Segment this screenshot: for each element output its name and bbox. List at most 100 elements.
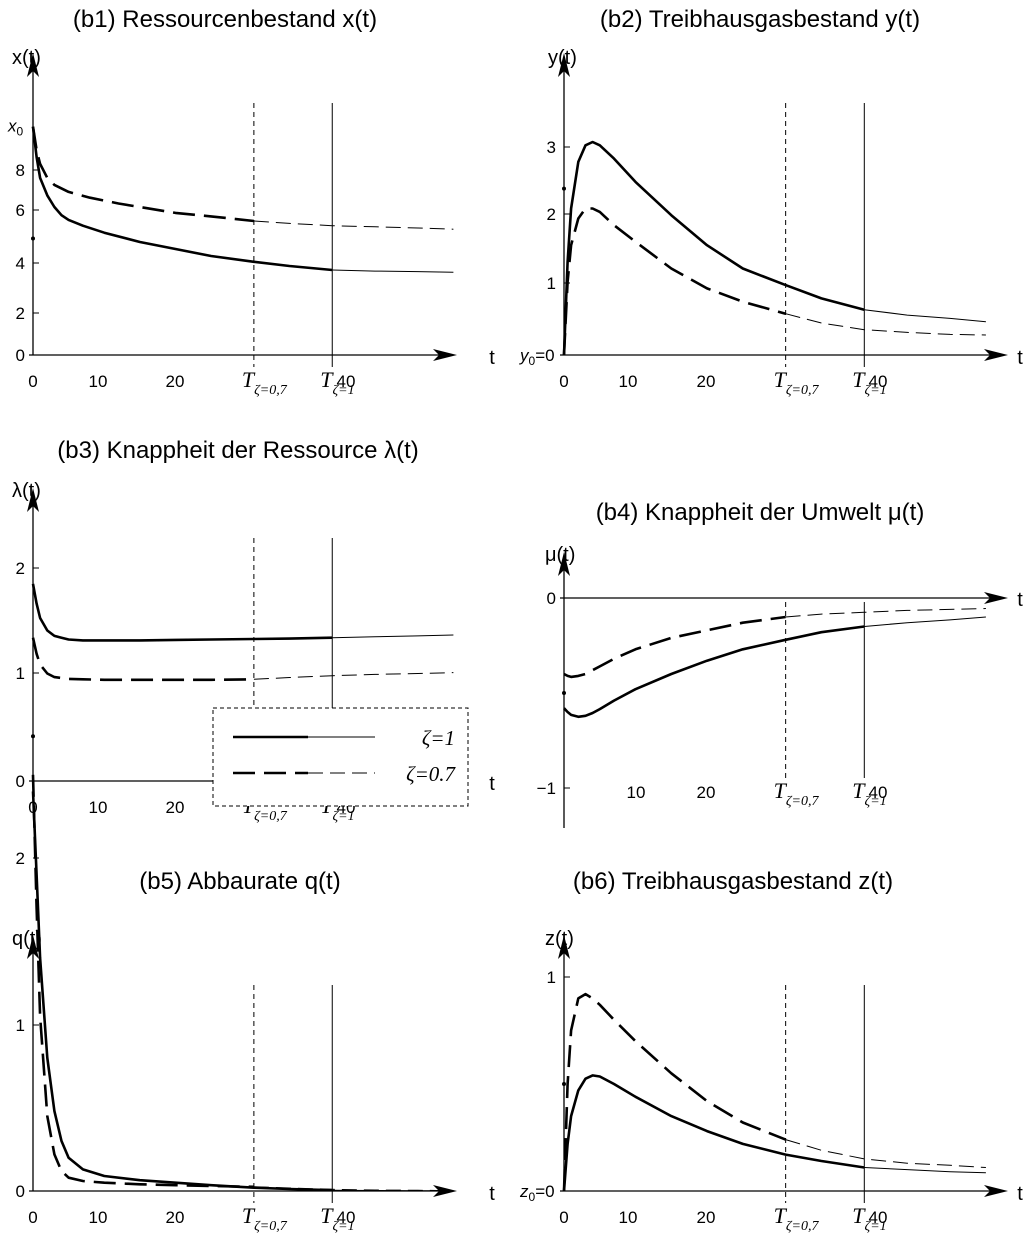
x-tick-label: 20 bbox=[697, 1208, 716, 1227]
series-line-zeta-0.7 bbox=[562, 992, 787, 1192]
start-dot bbox=[562, 1082, 566, 1086]
panel-title: (b2) Treibhausgasbestand y(t) bbox=[600, 6, 920, 33]
x-tick-label: 10 bbox=[619, 372, 638, 391]
panel-b6: (b6) Treibhausgasbestand z(t) t z(t) 1 z0=00… bbox=[519, 868, 1023, 1234]
x-tick-label: 10 bbox=[627, 783, 646, 802]
x-tick-label: 20 bbox=[166, 372, 185, 391]
x-tick-label: 40 bbox=[869, 783, 888, 802]
y-tick-label: 0 bbox=[16, 1182, 25, 1201]
series-tail-zeta-1 bbox=[864, 616, 986, 627]
y-start-label: x0 bbox=[7, 117, 24, 139]
x-axis-label: t bbox=[1017, 347, 1023, 369]
horizon-label: Tζ=1 bbox=[852, 778, 886, 809]
y-tick-label: 1 bbox=[16, 1016, 25, 1035]
series-tail-zeta-1 bbox=[864, 1167, 986, 1174]
y-tick-label: 2 bbox=[547, 205, 556, 224]
x-tick-label: 20 bbox=[166, 1208, 185, 1227]
x-axis-label: t bbox=[489, 1183, 495, 1205]
y-tick-label: 4 bbox=[16, 254, 25, 273]
y-tick-label: 0 bbox=[16, 346, 25, 365]
series-line-zeta-0.7 bbox=[31, 637, 254, 682]
x-axis-label: t bbox=[489, 347, 495, 369]
series-line-zeta-0.7 bbox=[563, 615, 786, 679]
y-axis-label: q(t) bbox=[12, 928, 42, 950]
horizon-label: Tζ=1 bbox=[320, 367, 354, 398]
x-tick-label: 40 bbox=[337, 1208, 356, 1227]
start-dot bbox=[562, 186, 566, 191]
y-start-label: y0=0 bbox=[519, 346, 555, 368]
x-axis-arrow bbox=[984, 592, 1008, 604]
x-tick-label: 40 bbox=[337, 372, 356, 391]
y-axis-label: x(t) bbox=[12, 47, 41, 69]
panel-b1: (b1) Ressourcenbestand x(t) t x(t) 0 2 4 6 8 x0 0… bbox=[7, 6, 495, 398]
y-tick-label: 1 bbox=[547, 968, 556, 987]
y-tick-label: 2 bbox=[16, 559, 25, 578]
series-tail-zeta-0.7 bbox=[785, 313, 986, 336]
horizon-label: Tζ=0,7 bbox=[774, 367, 820, 398]
x-tick-label: 20 bbox=[166, 798, 185, 817]
y-tick-label: 8 bbox=[16, 161, 25, 180]
x-tick-label: 10 bbox=[619, 1208, 638, 1227]
start-dot bbox=[31, 734, 35, 739]
y-start-label-text: z0=0 bbox=[519, 1182, 555, 1204]
x-tick-label: 10 bbox=[89, 372, 108, 391]
x-axis-arrow bbox=[984, 349, 1008, 361]
series-tail-zeta-1 bbox=[332, 269, 454, 273]
x-axis-label: t bbox=[1017, 589, 1023, 611]
y-start-label-text: x0 bbox=[7, 117, 24, 139]
y-axis-arrow bbox=[558, 552, 570, 576]
x-tick-label: 0 bbox=[28, 372, 37, 391]
y-tick-label: 2 bbox=[16, 849, 25, 868]
horizon-label: Tζ=1 bbox=[852, 1203, 886, 1234]
panel-title: (b1) Ressourcenbestand x(t) bbox=[73, 6, 377, 33]
horizon-label: Tζ=0,7 bbox=[774, 778, 820, 809]
series-line-zeta-0.7 bbox=[31, 774, 254, 1189]
x-tick-label: 0 bbox=[559, 1208, 568, 1227]
series-tail-zeta-1 bbox=[864, 309, 986, 323]
legend-label: ζ=0.7 bbox=[406, 762, 456, 786]
series-line-zeta-1 bbox=[31, 583, 333, 642]
start-dot bbox=[562, 691, 566, 695]
series-tail-zeta-0.7 bbox=[253, 220, 454, 230]
series-tail-zeta-0.7 bbox=[785, 1139, 986, 1168]
x-tick-label: 40 bbox=[869, 372, 888, 391]
y-tick-label: 0 bbox=[547, 589, 556, 608]
series-line-zeta-0.7 bbox=[31, 126, 255, 223]
y-axis-arrow bbox=[27, 488, 39, 512]
series-line-zeta-1 bbox=[562, 140, 865, 356]
y-axis-arrow bbox=[558, 935, 570, 959]
y-axis-arrow bbox=[27, 53, 39, 77]
panel-title: (b5) Abbaurate q(t) bbox=[139, 868, 340, 895]
x-tick-label: 10 bbox=[89, 798, 108, 817]
x-tick-label: 20 bbox=[697, 783, 716, 802]
series-tail-zeta-1 bbox=[332, 634, 454, 639]
x-axis-label: t bbox=[1017, 1183, 1023, 1205]
y-axis-arrow bbox=[558, 53, 570, 77]
horizon-label: Tζ=1 bbox=[320, 1203, 354, 1234]
y-tick-label: −1 bbox=[537, 779, 556, 798]
y-axis-label: μ(t) bbox=[545, 544, 575, 566]
panel-b2: (b2) Treibhausgasbestand y(t) t y(t) 1 2 3 y0=… bbox=[519, 6, 1023, 398]
series-line-zeta-1 bbox=[563, 625, 865, 719]
x-tick-label: 20 bbox=[697, 372, 716, 391]
series-line-zeta-1 bbox=[31, 126, 333, 272]
panel-title: (b3) Knappheit der Ressource λ(t) bbox=[57, 437, 419, 464]
legend-box bbox=[212, 707, 469, 807]
y-tick-label: 2 bbox=[16, 304, 25, 323]
series-tail-zeta-0.7 bbox=[785, 608, 986, 618]
horizon-label: Tζ=1 bbox=[852, 367, 886, 398]
horizon-label: Tζ=0,7 bbox=[242, 367, 288, 398]
y-axis-label: y(t) bbox=[548, 47, 577, 69]
x-axis-arrow bbox=[984, 1185, 1008, 1197]
x-tick-label: 0 bbox=[28, 1208, 37, 1227]
series-tail-zeta-0.7 bbox=[253, 672, 454, 680]
panel-title: (b4) Knappheit der Umwelt μ(t) bbox=[596, 499, 925, 526]
y-tick-label: 0 bbox=[16, 772, 25, 791]
x-axis-arrow bbox=[433, 349, 457, 361]
series-line-zeta-1 bbox=[31, 791, 333, 1192]
x-tick-label: 10 bbox=[89, 1208, 108, 1227]
panel-b4: (b4) Knappheit der Umwelt μ(t) t μ(t) 0 −1 10… bbox=[537, 499, 1023, 828]
panel-title: (b6) Treibhausgasbestand z(t) bbox=[573, 868, 893, 895]
y-axis-label: z(t) bbox=[545, 928, 574, 950]
